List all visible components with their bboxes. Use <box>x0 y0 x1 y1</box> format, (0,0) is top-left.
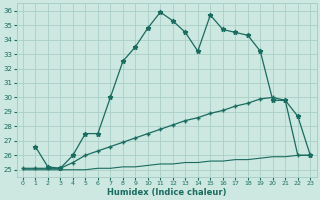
X-axis label: Humidex (Indice chaleur): Humidex (Indice chaleur) <box>107 188 226 197</box>
